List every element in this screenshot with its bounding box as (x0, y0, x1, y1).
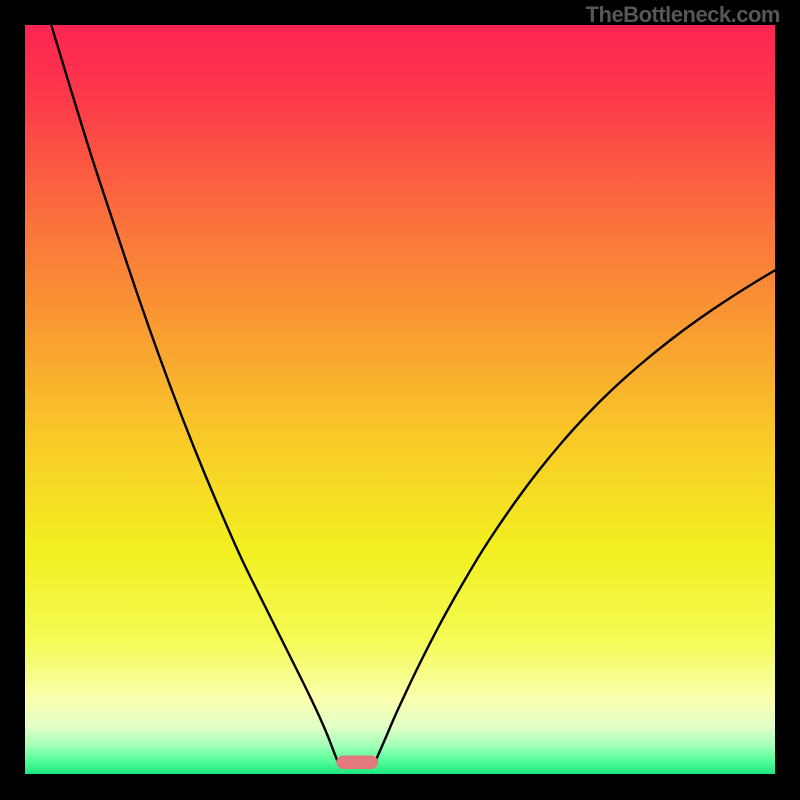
gradient-background (25, 25, 775, 775)
bottleneck-chart (25, 25, 775, 775)
minimum-marker (336, 756, 378, 770)
chart-container: { "watermark": { "text": "TheBottleneck.… (0, 0, 800, 800)
watermark-text: TheBottleneck.com (586, 2, 780, 28)
